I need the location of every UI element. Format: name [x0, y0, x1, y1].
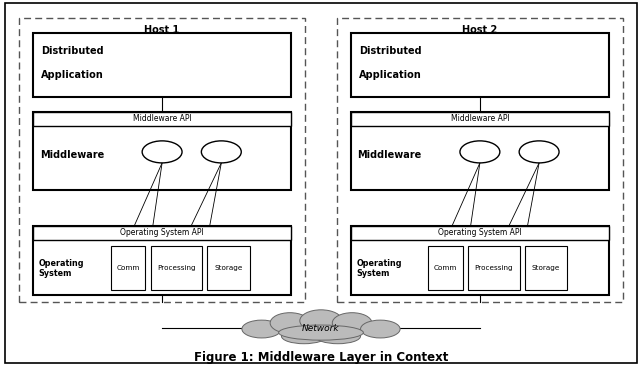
Text: Figure 1: Middleware Layer in Context: Figure 1: Middleware Layer in Context [194, 351, 448, 364]
Bar [33, 112, 291, 126]
Ellipse shape [300, 310, 342, 332]
Bar [33, 226, 291, 295]
Text: Middleware: Middleware [358, 150, 422, 160]
Bar [33, 226, 291, 240]
Bar [351, 33, 609, 97]
Text: Application: Application [359, 70, 422, 79]
Bar [110, 246, 145, 290]
Text: Middleware: Middleware [40, 150, 104, 160]
Text: Host 2: Host 2 [462, 25, 498, 35]
Text: System: System [356, 269, 390, 278]
Ellipse shape [279, 325, 363, 340]
Text: Processing: Processing [474, 265, 514, 271]
Bar [33, 112, 291, 190]
Text: Distributed: Distributed [41, 46, 104, 56]
Text: System: System [39, 269, 72, 278]
Bar [525, 246, 568, 290]
Bar [468, 246, 520, 290]
Bar [351, 112, 609, 190]
Text: Application: Application [41, 70, 104, 79]
Text: Storage: Storage [532, 265, 560, 271]
Bar [351, 226, 609, 240]
Ellipse shape [361, 320, 400, 338]
Ellipse shape [142, 141, 182, 163]
Ellipse shape [460, 141, 500, 163]
Text: Network: Network [302, 324, 340, 333]
Bar [351, 226, 609, 295]
Bar [150, 246, 202, 290]
Bar [428, 246, 463, 290]
Bar [337, 18, 623, 302]
Text: Middleware API: Middleware API [451, 115, 509, 123]
Text: Operating System API: Operating System API [120, 228, 204, 237]
Bar [19, 18, 305, 302]
Bar [33, 33, 291, 97]
Ellipse shape [202, 141, 241, 163]
Text: Processing: Processing [157, 265, 196, 271]
Text: Operating System API: Operating System API [438, 228, 522, 237]
Ellipse shape [519, 141, 559, 163]
Text: Distributed: Distributed [359, 46, 422, 56]
Ellipse shape [315, 329, 361, 344]
Ellipse shape [281, 329, 327, 344]
Text: Operating: Operating [39, 259, 84, 268]
Bar [351, 112, 609, 126]
Ellipse shape [242, 320, 281, 338]
Text: Storage: Storage [214, 265, 243, 271]
Bar [207, 246, 250, 290]
Text: Comm: Comm [434, 265, 458, 271]
Text: Operating: Operating [356, 259, 402, 268]
Ellipse shape [333, 313, 372, 333]
Text: Host 1: Host 1 [144, 25, 180, 35]
Text: Middleware API: Middleware API [133, 115, 191, 123]
Text: Comm: Comm [116, 265, 140, 271]
Ellipse shape [270, 313, 309, 333]
